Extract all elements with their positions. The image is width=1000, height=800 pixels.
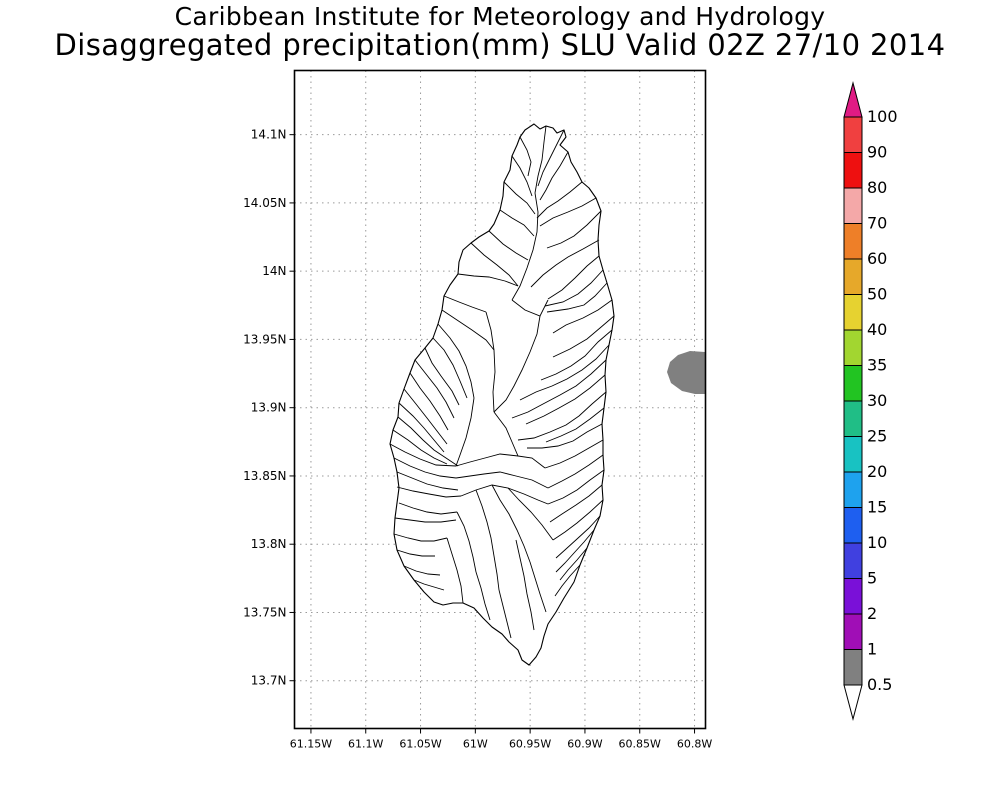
colorbar-label: 25 — [867, 427, 887, 446]
longitude-axis: 61.15W 61.1W 61.05W 61W 60.95W 60.9W 60.85W 60.… — [290, 728, 712, 751]
colorbar-segment — [843, 542, 863, 579]
colorbar-label: 100 — [867, 107, 898, 126]
precipitation-colorbar: 100 90 80 70 60 50 40 35 30 25 20 15 10 5 2 1 0.5 — [843, 81, 898, 721]
lat-tick-label: 13.8N — [251, 537, 287, 551]
lat-tick-label: 14N — [262, 264, 286, 278]
colorbar-segment — [843, 507, 863, 544]
colorbar-label: 60 — [867, 249, 887, 268]
colorbar-label: 90 — [867, 143, 887, 162]
colorbar-segment — [843, 223, 863, 260]
colorbar-label: 2 — [867, 604, 877, 623]
colorbar-label: 30 — [867, 391, 887, 410]
colorbar-top-arrow — [843, 81, 863, 118]
title-line-1: Caribbean Institute for Meteorology and … — [174, 2, 826, 31]
lon-tick-label: 60.8W — [677, 738, 712, 751]
lon-tick-label: 60.9W — [567, 738, 602, 751]
lat-tick-label: 13.9N — [251, 401, 287, 415]
colorbar-label: 35 — [867, 356, 887, 375]
colorbar-segment — [843, 294, 863, 331]
lat-tick-label: 13.7N — [251, 674, 287, 688]
colorbar-segment — [843, 152, 863, 189]
colorbar-label: 0.5 — [867, 675, 892, 694]
colorbar-segment — [843, 258, 863, 295]
lon-tick-label: 61.15W — [290, 738, 332, 751]
precipitation-area — [667, 351, 705, 394]
colorbar-segment — [843, 436, 863, 473]
lat-tick-label: 14.1N — [251, 128, 287, 142]
colorbar-segment — [843, 329, 863, 366]
colorbar-segment — [843, 649, 863, 686]
colorbar-segment — [843, 365, 863, 402]
latitude-axis: 14.1N 14.05N 14N 13.95N 13.9N 13.85N 13.8N 13.7… — [243, 128, 295, 688]
colorbar-segment — [843, 578, 863, 615]
colorbar-label: 5 — [867, 569, 877, 588]
map-gridlines — [294, 70, 706, 729]
lat-tick-label: 13.85N — [243, 469, 286, 483]
lat-tick-label: 13.95N — [243, 332, 286, 346]
lon-tick-label: 61W — [463, 738, 488, 751]
watershed-boundaries — [389, 125, 615, 639]
lon-tick-label: 61.1W — [348, 738, 383, 751]
colorbar-label: 1 — [867, 640, 877, 659]
title-line-2: Disaggregated precipitation(mm) SLU Vali… — [54, 28, 946, 62]
colorbar-label: 15 — [867, 498, 887, 517]
lon-tick-label: 60.95W — [509, 738, 551, 751]
lon-tick-label: 61.05W — [399, 738, 441, 751]
colorbar-segment — [843, 187, 863, 224]
colorbar-bottom-arrow — [843, 684, 863, 721]
colorbar-segment — [843, 400, 863, 437]
colorbar-label: 10 — [867, 533, 887, 552]
colorbar-segment — [843, 613, 863, 650]
colorbar-segment — [843, 116, 863, 153]
colorbar-label: 70 — [867, 214, 887, 233]
colorbar-segment — [843, 471, 863, 508]
colorbar-label: 80 — [867, 178, 887, 197]
colorbar-label: 40 — [867, 320, 887, 339]
lat-tick-label: 14.05N — [243, 196, 286, 210]
lon-tick-label: 60.85W — [619, 738, 661, 751]
map-frame — [293, 69, 707, 730]
colorbar-label: 20 — [867, 462, 887, 481]
island-coastline — [389, 123, 615, 666]
lat-tick-label: 13.75N — [243, 605, 286, 619]
colorbar-label: 50 — [867, 285, 887, 304]
